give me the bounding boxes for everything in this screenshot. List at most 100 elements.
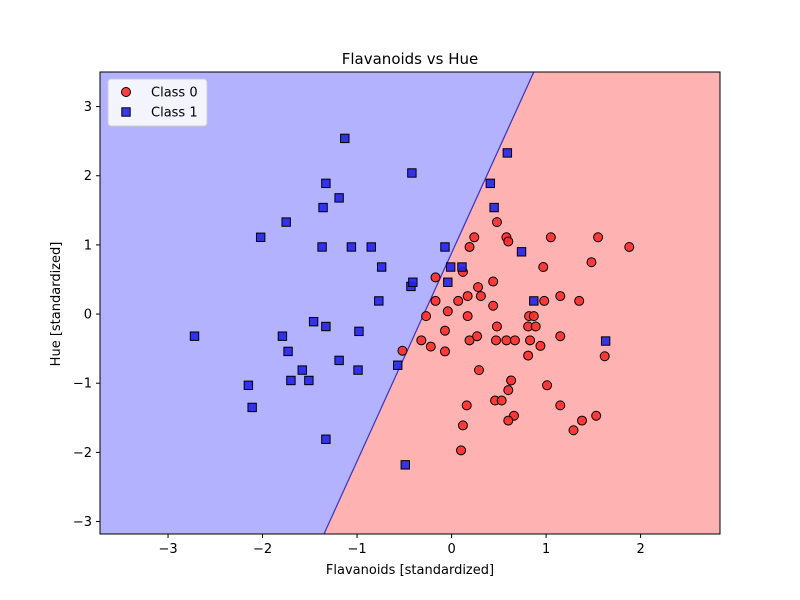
data-point-class-0 — [574, 295, 585, 306]
data-point-class-0 — [535, 340, 546, 351]
data-point-class-1 — [376, 262, 387, 272]
data-point-class-0 — [439, 325, 450, 336]
data-point-class-1 — [247, 402, 257, 413]
data-point-class-0 — [555, 331, 566, 342]
data-point-class-1 — [286, 375, 296, 386]
data-point-class-1 — [354, 326, 364, 337]
data-point-class-1 — [346, 242, 357, 252]
data-point-class-1 — [529, 296, 539, 306]
data-point-class-0 — [523, 350, 534, 361]
data-point-class-0 — [430, 272, 441, 283]
data-point-class-0 — [421, 311, 432, 322]
data-point-class-0 — [425, 341, 436, 352]
data-point-class-1 — [502, 148, 513, 158]
axes-frame — [99, 71, 721, 535]
data-point-class-0 — [464, 335, 475, 346]
x-tick-label: −2 — [253, 542, 272, 557]
data-point-class-0 — [442, 306, 453, 317]
legend: Class 0 Class 1 — [107, 78, 208, 127]
data-point-class-1 — [457, 262, 467, 272]
data-point-class-1 — [321, 178, 331, 189]
data-point-class-0 — [464, 241, 475, 252]
data-point-class-0 — [503, 415, 514, 426]
y-tick-label: 2 — [84, 169, 92, 184]
data-point-class-1 — [277, 331, 288, 341]
data-point-class-1 — [243, 380, 254, 391]
y-tick-label: 1 — [84, 238, 92, 253]
data-point-class-0 — [503, 236, 514, 247]
data-point-class-0 — [545, 232, 556, 243]
legend-marker-class-0 — [121, 87, 131, 97]
data-point-class-0 — [473, 365, 484, 376]
plot-area — [100, 71, 720, 535]
data-point-class-1 — [366, 242, 376, 252]
data-point-class-0 — [491, 321, 502, 332]
data-point-class-0 — [461, 400, 472, 411]
data-point-class-0 — [472, 331, 483, 342]
y-tick-label: −3 — [73, 515, 92, 530]
data-point-class-1 — [353, 365, 363, 375]
data-point-class-1 — [340, 133, 350, 144]
data-point-class-0 — [555, 291, 566, 302]
data-point-class-1 — [408, 277, 418, 287]
data-point-class-0 — [555, 400, 566, 411]
legend-box — [107, 78, 208, 127]
data-point-class-0 — [506, 375, 517, 386]
data-point-class-1 — [318, 202, 328, 213]
data-point-class-1 — [400, 460, 410, 470]
x-tick-label: 2 — [636, 542, 644, 557]
x-tick-label: −3 — [158, 542, 177, 557]
data-point-class-1 — [516, 247, 527, 257]
data-point-class-1 — [321, 321, 331, 332]
data-point-class-1 — [440, 242, 450, 252]
decision-region-class-1 — [100, 72, 534, 534]
data-point-class-0 — [491, 217, 502, 228]
decision-region-class-0 — [323, 72, 720, 534]
y-tick-label: 3 — [84, 100, 92, 115]
data-point-class-0 — [469, 232, 480, 243]
decision-boundary-line — [323, 71, 535, 535]
data-point-class-1 — [281, 217, 291, 227]
data-point-class-1 — [283, 346, 293, 357]
data-point-class-1 — [393, 360, 403, 370]
chart-title: Flavanoids vs Hue — [342, 50, 479, 68]
x-tick-label: 1 — [542, 542, 550, 557]
legend-label-class-0: Class 0 — [151, 86, 198, 101]
axes: −3 −2 −1 0 1 2 −3 −2 −1 0 1 2 3 — [73, 71, 721, 557]
data-point-class-0 — [453, 295, 464, 306]
data-point-class-0 — [462, 291, 473, 302]
y-axis-label: Hue [standardized] — [49, 242, 64, 367]
y-tick-label: −2 — [73, 446, 92, 461]
data-point-class-0 — [501, 335, 512, 346]
legend-marker-class-1 — [121, 107, 131, 117]
data-point-class-0 — [488, 300, 499, 311]
data-point-class-0 — [538, 262, 549, 273]
data-point-class-0 — [509, 335, 520, 346]
data-point-class-0 — [503, 385, 514, 396]
data-point-class-1 — [374, 296, 384, 306]
data-point-class-0 — [586, 257, 597, 268]
data-point-class-0 — [599, 351, 610, 362]
data-point-class-1 — [317, 242, 327, 252]
data-point-class-0 — [473, 282, 484, 293]
data-point-class-0 — [397, 345, 408, 356]
x-axis-label: Flavanoids [standardized] — [326, 563, 494, 578]
data-point-class-1 — [407, 168, 417, 178]
data-point-class-1 — [334, 355, 344, 366]
data-point-class-1 — [334, 193, 344, 203]
data-point-class-1 — [321, 434, 331, 444]
data-point-class-0 — [416, 335, 427, 346]
data-point-class-1 — [304, 375, 314, 386]
data-point-class-1 — [189, 331, 200, 341]
data-point-class-0 — [542, 380, 553, 391]
data-point-class-0 — [439, 346, 450, 357]
data-point-class-1 — [255, 232, 266, 242]
data-point-class-0 — [593, 232, 604, 243]
data-point-class-0 — [577, 415, 588, 426]
data-point-class-0 — [568, 425, 579, 436]
y-tick-label: −1 — [73, 377, 92, 392]
x-tick-label: −1 — [347, 542, 366, 557]
data-point-class-0 — [530, 321, 541, 332]
data-point-class-1 — [308, 316, 319, 327]
